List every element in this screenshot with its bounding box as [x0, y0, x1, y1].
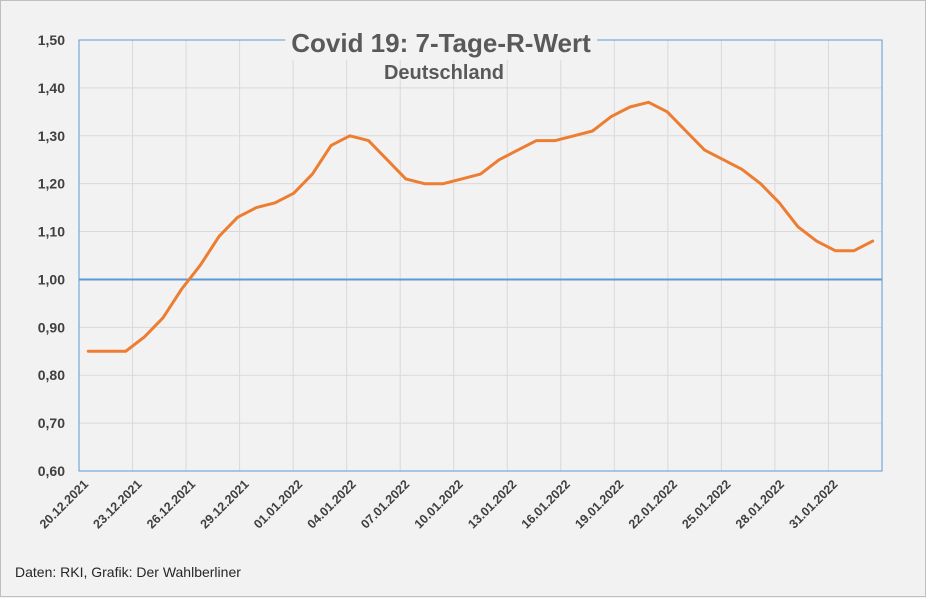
data-point — [516, 149, 519, 152]
data-point — [647, 101, 650, 104]
y-tick-label: 1,50 — [38, 32, 65, 48]
x-tick-label: 10.01.2022 — [412, 477, 466, 531]
data-point — [348, 134, 351, 137]
data-point — [124, 350, 127, 353]
data-point — [498, 158, 501, 161]
x-tick-label: 23.12.2021 — [91, 477, 145, 531]
y-tick-label: 1,00 — [38, 271, 65, 287]
data-point — [442, 182, 445, 185]
x-tick-label: 25.01.2022 — [679, 477, 733, 531]
x-tick-label: 28.01.2022 — [733, 477, 787, 531]
data-point — [311, 173, 314, 176]
data-point — [778, 201, 781, 204]
title-background — [285, 26, 598, 60]
data-point — [554, 139, 557, 142]
data-point — [759, 182, 762, 185]
data-point — [834, 249, 837, 252]
data-point — [853, 249, 856, 252]
x-tick-label: 13.01.2022 — [465, 477, 519, 531]
data-point — [255, 206, 258, 209]
x-tick-label: 04.01.2022 — [305, 477, 359, 531]
data-point — [330, 144, 333, 147]
chart-title: Covid 19: 7-Tage-R-Wert — [291, 28, 591, 58]
data-point — [180, 288, 183, 291]
data-point — [871, 240, 874, 243]
y-tick-label: 0,80 — [38, 367, 65, 383]
x-tick-label: 31.01.2022 — [786, 477, 840, 531]
data-point — [703, 149, 706, 152]
data-point — [106, 350, 109, 353]
y-tick-label: 1,30 — [38, 128, 65, 144]
data-point — [479, 173, 482, 176]
data-point — [274, 201, 277, 204]
x-tick-label: 26.12.2021 — [144, 477, 198, 531]
x-tick-label: 19.01.2022 — [572, 477, 626, 531]
data-point — [572, 134, 575, 137]
data-point — [740, 168, 743, 171]
source-note: Daten: RKI, Grafik: Der Wahlberliner — [15, 564, 241, 580]
data-point — [535, 139, 538, 142]
data-point — [423, 182, 426, 185]
data-point — [610, 115, 613, 118]
x-tick-label: 29.12.2021 — [198, 477, 252, 531]
data-point — [722, 158, 725, 161]
x-tick-label: 20.12.2021 — [37, 477, 91, 531]
y-tick-label: 1,40 — [38, 80, 65, 96]
chart-subtitle: Deutschland — [384, 62, 504, 84]
data-point — [162, 316, 165, 319]
data-point — [591, 130, 594, 133]
series-line — [86, 100, 875, 353]
x-tick-label: 16.01.2022 — [519, 477, 573, 531]
data-point — [797, 225, 800, 228]
y-tick-label: 0,90 — [38, 319, 65, 335]
plot-area — [79, 40, 882, 471]
data-point — [236, 216, 239, 219]
data-point — [684, 130, 687, 133]
y-tick-label: 1,10 — [38, 224, 65, 240]
data-point — [404, 177, 407, 180]
data-point — [199, 264, 202, 267]
data-point — [218, 235, 221, 238]
y-tick-label: 0,60 — [38, 463, 65, 479]
data-point — [815, 240, 818, 243]
data-point — [292, 192, 295, 195]
x-tick-label: 01.01.2022 — [251, 477, 305, 531]
data-point — [628, 106, 631, 109]
data-point — [367, 139, 370, 142]
data-point — [460, 177, 463, 180]
data-point — [386, 158, 389, 161]
x-tick-label: 22.01.2022 — [626, 477, 680, 531]
x-tick-label: 07.01.2022 — [358, 477, 412, 531]
y-tick-label: 1,20 — [38, 176, 65, 192]
data-point — [666, 110, 669, 113]
y-tick-label: 0,70 — [38, 415, 65, 431]
data-point — [87, 350, 90, 353]
data-point — [143, 335, 146, 338]
